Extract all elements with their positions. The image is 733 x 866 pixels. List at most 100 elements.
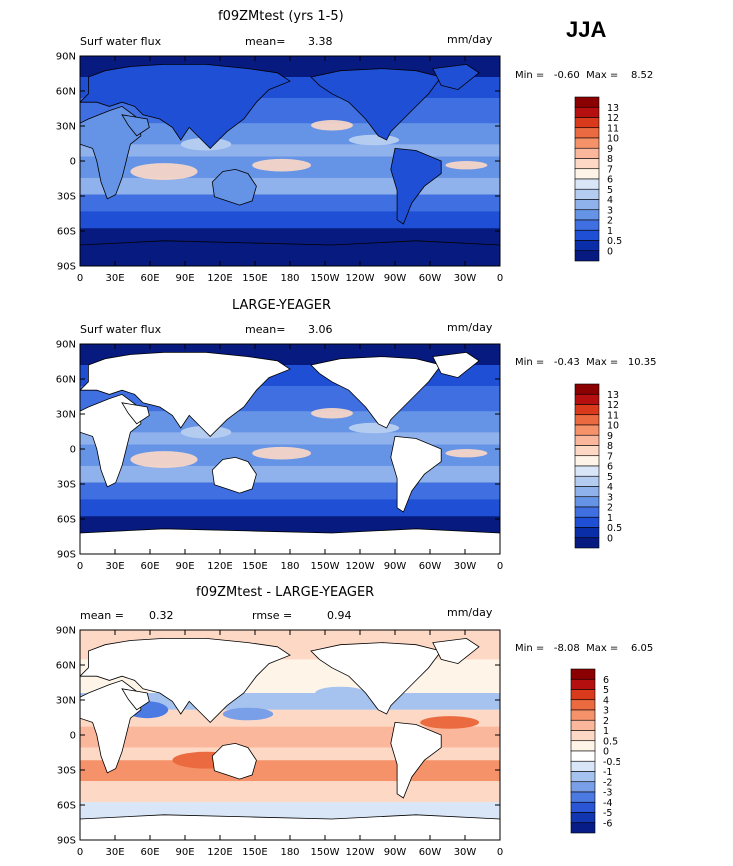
colorbar-box [570,771,596,783]
colorbar-box [574,240,600,252]
lat-label: 90S [57,262,76,273]
colorbar-box [570,791,596,803]
lat-label: 90S [57,836,76,847]
flux-band [80,144,500,157]
colorbar-box [574,537,600,549]
colorbar-label: 2 [607,503,613,514]
colorbar-box [570,822,596,834]
colorbar-label: 0.5 [607,236,622,247]
lon-label: 0 [497,561,503,572]
colorbar-box [574,168,600,180]
land-antarctica [80,528,500,554]
colorbar-box [574,117,600,129]
land-greenland [432,63,480,91]
colorbar-box [574,455,600,467]
panel-2-units: mm/day [447,321,493,334]
lon-label: 120W [346,847,375,858]
colorbar-box [574,250,600,262]
panel-1-variable: Surf water flux [80,35,162,48]
lat-label: 60S [57,227,76,238]
land-namerica [310,356,442,429]
lat-label: 60S [57,801,76,812]
lon-label: 30E [105,561,124,572]
colorbar-box [574,424,600,436]
panel-1-mean-label: mean= [245,35,286,48]
lon-label: 30W [454,847,477,858]
colorbar-box [570,760,596,772]
colorbar-label: 3 [603,706,609,717]
lon-label: 150E [242,561,267,572]
lat-label: 30N [56,122,76,133]
lon-label: 0 [497,847,503,858]
panel-3-units: mm/day [447,606,493,619]
colorbar-label: -1 [603,767,612,778]
lat-label: 90N [56,52,76,63]
colorbar-box [574,393,600,405]
flux-maximum [311,408,353,419]
colorbar-box [574,96,600,108]
panel-3-mean-value: 0.32 [149,609,174,622]
land-arabia [121,114,150,137]
land-antarctica [80,240,500,266]
colorbar-box [570,781,596,793]
land-antarctica [80,814,500,840]
colorbar-label: 0 [607,533,613,544]
lat-label: 90S [57,550,76,561]
flux-band [80,211,500,229]
colorbar-box [574,199,600,211]
colorbar-label: 0.5 [603,736,618,747]
colorbar-label: 5 [607,185,613,196]
colorbar-box [574,178,600,190]
colorbar-label: 4 [607,482,613,493]
lon-label: 30E [105,273,124,284]
flux-maximum [130,163,198,180]
colorbar-label: 7 [607,451,613,462]
colorbar-label: 13 [607,103,619,114]
colorbar-box [570,689,596,701]
lon-label: 90E [175,847,194,858]
colorbar-label: 11 [607,410,619,421]
colorbar-box [570,740,596,752]
colorbar-label: -2 [603,777,612,788]
anomaly-band [80,760,500,782]
lon-label: 150W [311,273,340,284]
land-africa [80,105,142,200]
colorbar-label: 10 [607,134,619,145]
lon-label: 150W [311,561,340,572]
land-australia [211,456,257,494]
lon-label: 90W [384,273,407,284]
lon-label: 120E [207,561,232,572]
lon-label: 150W [311,847,340,858]
lon-label: 60W [419,273,442,284]
colorbar-label: 11 [607,123,619,134]
panel-1-mean-value: 3.38 [308,35,333,48]
land-arabia [121,688,150,711]
colorbar-box [570,668,596,680]
lat-label: 90N [56,340,76,351]
colorbar-label: 8 [607,154,613,165]
land-arabia [121,402,150,425]
land-samerica [390,721,442,799]
land-greenland [432,637,480,665]
colorbar-label: 5 [607,472,613,483]
flux-patch [348,134,400,146]
lon-label: 150E [242,847,267,858]
colorbar-box [574,414,600,426]
colorbar-box [574,445,600,457]
colorbar-label: -4 [603,798,612,809]
lon-label: 60E [140,273,159,284]
flux-band [80,194,500,212]
lat-label: 90N [56,626,76,637]
land-australia [211,168,257,206]
lat-label: 30S [57,480,76,491]
colorbar-label: 6 [607,462,613,473]
colorbar-box [570,812,596,824]
colorbar-box [574,158,600,170]
lat-label: 30N [56,410,76,421]
colorbar-box [570,709,596,721]
season-label: JJA [566,17,607,42]
colorbar-label: 10 [607,421,619,432]
flux-band [80,465,500,483]
